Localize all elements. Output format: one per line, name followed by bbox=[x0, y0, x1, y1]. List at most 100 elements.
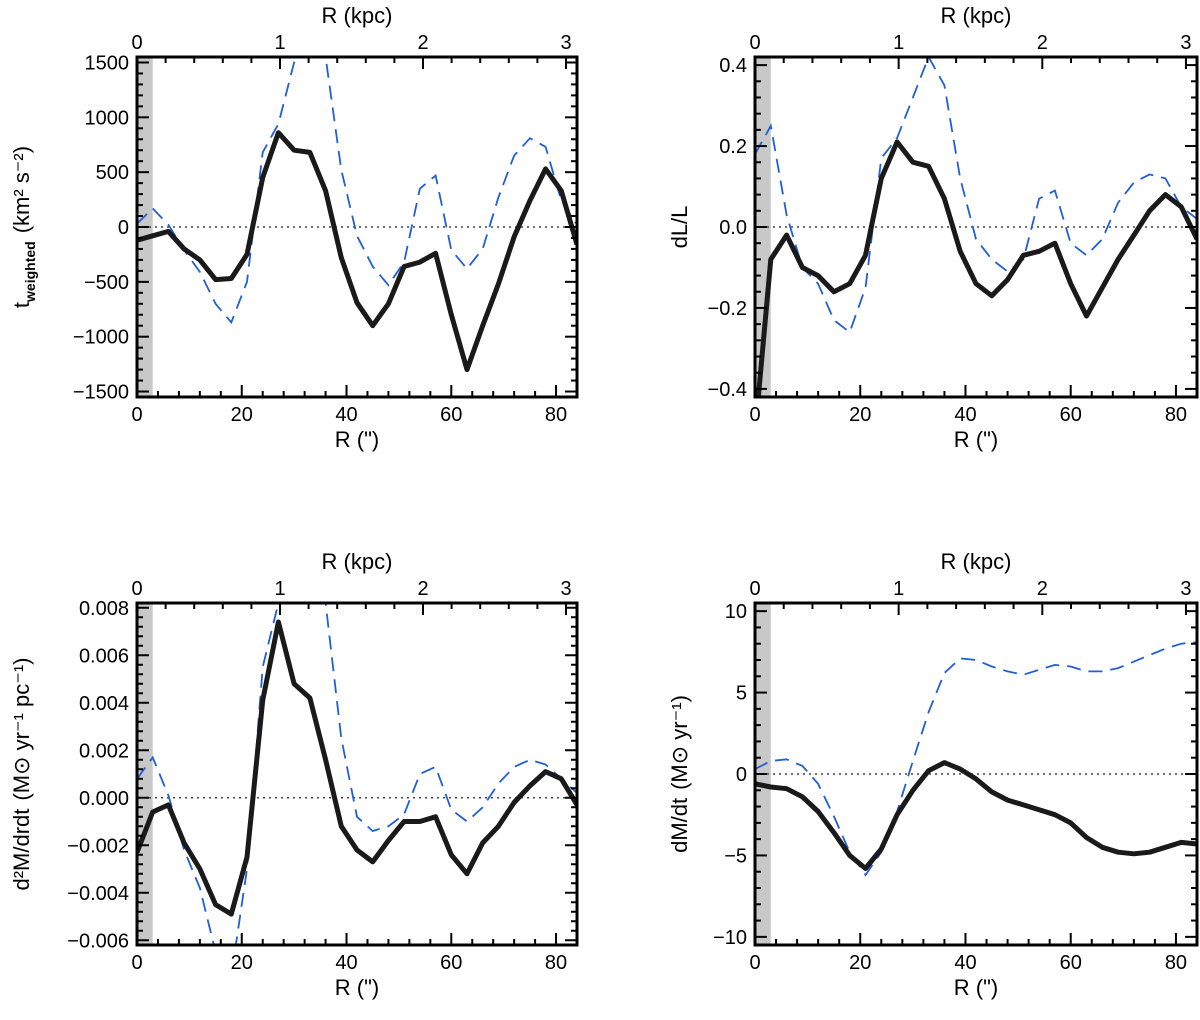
x-tick-label: 60 bbox=[440, 952, 462, 974]
x-tick-label: 80 bbox=[545, 404, 567, 426]
y-axis-label: dM/dt (M⊙ yr⁻¹) bbox=[667, 695, 692, 853]
series-dashed-line bbox=[137, 57, 577, 325]
x2-axis-label: R (kpc) bbox=[941, 549, 1012, 574]
x2-tick-label: 1 bbox=[893, 578, 904, 600]
x-tick-label: 20 bbox=[849, 404, 871, 426]
panel-bottom-left: 0 20 40 60 80 0 1 2 3 −0.006 −0.004 −0.002 0.000 0.00… bbox=[9, 549, 579, 1000]
series-dashed-line bbox=[137, 603, 577, 945]
y-tick-label: 1000 bbox=[85, 107, 130, 129]
y-tick-label: 0.4 bbox=[719, 55, 747, 77]
x-tick-label: 0 bbox=[131, 952, 142, 974]
panel-top-left: 0 20 40 60 80 0 1 2 3 −1500 −1000 −500 0 500 1000 1500 R… bbox=[9, 3, 579, 452]
y-tick-label: 0.2 bbox=[719, 136, 747, 158]
x-tick-label: 20 bbox=[849, 952, 871, 974]
x2-tick-label: 0 bbox=[749, 578, 760, 600]
plot-area bbox=[137, 603, 577, 945]
y-tick-label: 0.006 bbox=[79, 645, 129, 667]
y-axis-label-unit: (km² s⁻²) bbox=[9, 146, 34, 233]
y-tick-label: −1000 bbox=[73, 327, 129, 349]
y-tick-label: −0.002 bbox=[67, 835, 129, 857]
x-tick-label: 60 bbox=[440, 404, 462, 426]
x-tick-label: 80 bbox=[545, 952, 567, 974]
y-tick-label: 0.002 bbox=[79, 740, 129, 762]
panel-top-right: 0 20 40 60 80 0 1 2 3 −0.4 −0.2 0.0 0.2 0.4 R (") R (kp… bbox=[667, 3, 1199, 452]
plot-frame bbox=[135, 601, 579, 947]
x2-axis-label: R (kpc) bbox=[322, 3, 393, 28]
x2-tick-label: 0 bbox=[131, 32, 142, 54]
y-axis-label: d²M/drdt (M⊙ yr⁻¹ pc⁻¹) bbox=[9, 658, 34, 891]
x-tick-label: 60 bbox=[1060, 404, 1082, 426]
y-tick-label: 5 bbox=[736, 683, 747, 705]
y-tick-label: 500 bbox=[96, 162, 129, 184]
x-tick-label: 20 bbox=[231, 952, 253, 974]
x-tick-label: 40 bbox=[335, 404, 357, 426]
shaded-region bbox=[137, 603, 153, 945]
x2-tick-label: 0 bbox=[131, 578, 142, 600]
x2-tick-label: 2 bbox=[1037, 578, 1048, 600]
x2-tick-label: 2 bbox=[417, 32, 428, 54]
x2-tick-label: 3 bbox=[1180, 578, 1191, 600]
series-solid-line bbox=[755, 139, 1197, 397]
x-tick-label: 40 bbox=[954, 404, 976, 426]
x2-tick-label: 3 bbox=[560, 578, 571, 600]
x2-tick-label: 0 bbox=[749, 32, 760, 54]
series-solid-line bbox=[137, 619, 577, 917]
x-tick-label: 0 bbox=[749, 952, 760, 974]
y-tick-label: −500 bbox=[84, 272, 129, 294]
x2-tick-label: 3 bbox=[560, 32, 571, 54]
y-tick-label: 0 bbox=[736, 764, 747, 786]
y-axis-label-unit: (M⊙ yr⁻¹ pc⁻¹) bbox=[9, 658, 34, 801]
x2-tick-label: 1 bbox=[274, 32, 285, 54]
x-axis-label: R (") bbox=[954, 427, 998, 452]
series-solid-line bbox=[755, 760, 1197, 871]
x-tick-label: 40 bbox=[335, 952, 357, 974]
y-tick-label: −0.006 bbox=[67, 930, 129, 952]
y-tick-label: −0.2 bbox=[708, 298, 747, 320]
panel-bottom-right: 0 20 40 60 80 0 1 2 3 −10 −5 0 5 10 R (") R (kpc) dM/dt (… bbox=[667, 549, 1199, 1000]
x2-axis-label: R (kpc) bbox=[322, 549, 393, 574]
x2-tick-label: 3 bbox=[1180, 32, 1191, 54]
x-tick-label: 80 bbox=[1165, 404, 1187, 426]
x-tick-label: 0 bbox=[749, 404, 760, 426]
plot-area bbox=[137, 57, 577, 373]
y-tick-label: 10 bbox=[725, 601, 747, 623]
x-tick-label: 60 bbox=[1060, 952, 1082, 974]
x2-tick-label: 2 bbox=[417, 578, 428, 600]
x-tick-label: 80 bbox=[1165, 952, 1187, 974]
y-tick-label: 0 bbox=[118, 217, 129, 239]
x-axis-label: R (") bbox=[335, 975, 379, 1000]
y-axis-label: dL/L bbox=[667, 206, 692, 249]
y-tick-label: 0.008 bbox=[79, 598, 129, 620]
series-dashed-line bbox=[755, 57, 1197, 334]
y-axis-label: tweighted (km² s⁻²) bbox=[9, 146, 38, 308]
y-axis-label-unit: (M⊙ yr⁻¹) bbox=[667, 695, 692, 790]
x2-tick-label: 1 bbox=[893, 32, 904, 54]
y-tick-label: 0.004 bbox=[79, 693, 129, 715]
x2-axis-label: R (kpc) bbox=[941, 3, 1012, 28]
y-tick-label: −10 bbox=[713, 927, 747, 949]
x-tick-label: 40 bbox=[954, 952, 976, 974]
series-solid-line bbox=[137, 130, 577, 373]
y-tick-label: −1500 bbox=[73, 382, 129, 404]
y-axis-label-sub: weighted bbox=[22, 241, 38, 303]
x2-tick-label: 1 bbox=[274, 578, 285, 600]
y-tick-label: 0.000 bbox=[79, 788, 129, 810]
y-axis-label-main: d²M/drdt bbox=[9, 809, 34, 891]
plot-area bbox=[755, 641, 1197, 877]
series-dashed-line bbox=[755, 641, 1197, 877]
plot-area bbox=[755, 57, 1197, 397]
y-tick-label: 1500 bbox=[85, 52, 130, 74]
y-axis-label-main: dL/L bbox=[667, 206, 692, 249]
x-axis-label: R (") bbox=[335, 427, 379, 452]
x-tick-label: 0 bbox=[131, 404, 142, 426]
y-tick-label: −5 bbox=[724, 845, 747, 867]
x2-tick-label: 2 bbox=[1037, 32, 1048, 54]
y-axis-label-main: dM/dt bbox=[667, 798, 692, 853]
y-tick-label: −0.4 bbox=[708, 379, 747, 401]
y-tick-label: 0.0 bbox=[719, 217, 747, 239]
x-axis-label: R (") bbox=[954, 975, 998, 1000]
x-tick-label: 20 bbox=[231, 404, 253, 426]
y-axis-label-main: t bbox=[9, 302, 34, 308]
y-tick-label: −0.004 bbox=[67, 883, 129, 905]
